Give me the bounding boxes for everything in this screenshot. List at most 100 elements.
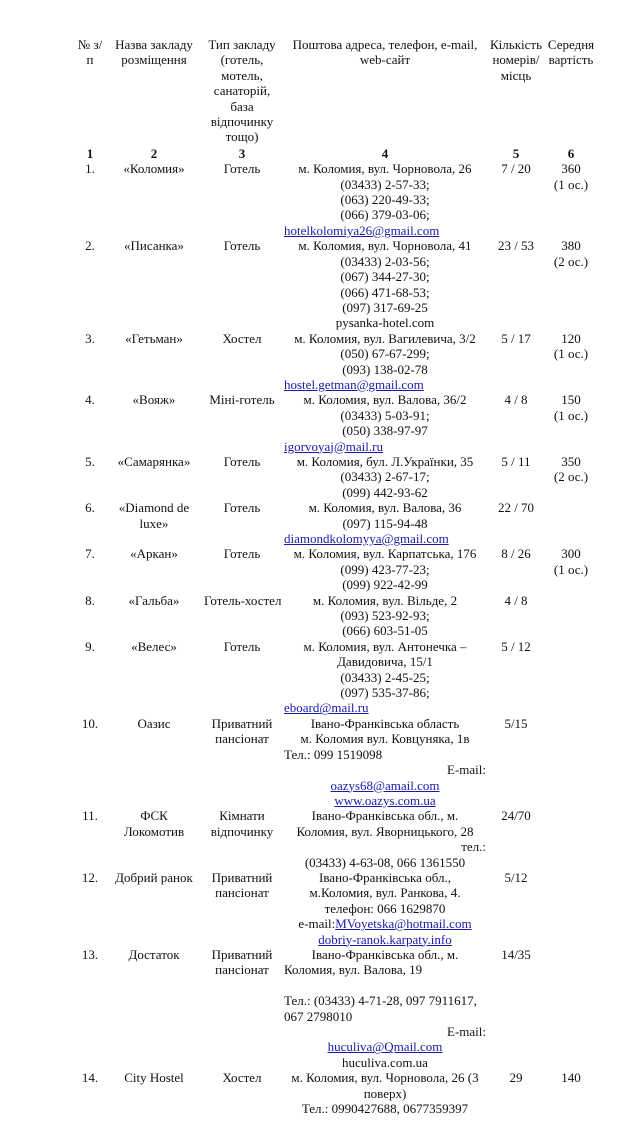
place-type-line: відпочинку <box>210 823 274 839</box>
contacts: м. Коломия, вул. Чорновола, 26 (03433) 2-… <box>282 161 488 238</box>
table-row: 10. Оазис Приватний пансіонат Івано-Франківс… <box>74 716 598 808</box>
contact-line: (097) 535-37-86; <box>340 685 430 701</box>
place-name-line: ФСК <box>140 808 168 824</box>
contact-line: www.oazys.com.ua <box>284 793 486 808</box>
rooms-count: 23 / 53 <box>497 238 535 254</box>
row-number: 13. <box>81 946 99 962</box>
contact-line: (093) 523-92-93; <box>340 608 430 624</box>
place-name-line: «Гальба» <box>128 592 180 608</box>
contact-line: м. Коломия, вул. Чорновола, 26 <box>298 161 472 177</box>
contacts: Івано-Франківська обл., м. Коломия, вул. … <box>282 808 488 870</box>
place-type-line: Готель <box>223 238 261 254</box>
average-price <box>544 870 598 947</box>
contact-line: м. Коломия, вул. Чорновола, 41 <box>298 238 472 254</box>
contact-line: 067 2798010 <box>284 1008 353 1024</box>
row-number: 11. <box>82 808 98 824</box>
contacts: Івано-Франківська обл., м.Коломия, вул. Р… <box>282 870 488 947</box>
contacts: м. Коломия, бул. Л.Українки, 35 (03433) 2… <box>282 454 488 500</box>
row-number: 14. <box>81 1070 99 1086</box>
contact-line: (066) 379-03-06; <box>340 207 430 223</box>
row-number: 2. <box>85 238 95 254</box>
email-link[interactable]: hotelkolomiya26@gmail.com <box>284 222 440 238</box>
place-name: «Велес» <box>106 639 202 716</box>
average-price-line: 140 <box>561 1070 581 1086</box>
table-row: 8. «Гальба» Готель-хостел м. Коломия, вул. … <box>74 593 598 639</box>
contact-line: (066) 603-51-05 <box>342 623 428 639</box>
email-link[interactable]: oazys68@amail.com <box>330 777 440 793</box>
email-link[interactable]: huculiva@Qmail.com <box>327 1039 443 1055</box>
table-row: 14. City Hostel Хостел м. Коломия, вул. Чор… <box>74 1070 598 1116</box>
table-row: 12. Добрий ранок Приватний пансіонат Івано-Ф… <box>74 870 598 947</box>
row-number: 3. <box>85 330 95 346</box>
rooms-count: 5/12 <box>504 869 528 885</box>
contact-line: e-mail:MVoyetska@hotmail.com <box>284 916 486 931</box>
average-price <box>544 808 598 870</box>
place-name: Достаток <box>106 947 202 1070</box>
blank-line <box>284 978 486 993</box>
rooms-count: 7 / 20 <box>501 161 531 177</box>
contact-line: м. Коломия, вул. Валова, 36/2 <box>303 392 467 408</box>
email-link[interactable]: hostel.getman@gmail.com <box>284 376 424 392</box>
email-link[interactable]: eboard@mail.ru <box>284 700 369 716</box>
place-name-line: Оазис <box>137 715 171 731</box>
average-price-line: (1 ос.) <box>553 176 589 192</box>
website-link[interactable]: dobriy-ranok.karpaty.info <box>318 931 452 947</box>
place-name-line: Локомотив <box>123 823 185 839</box>
place-name: «Гальба» <box>106 593 202 639</box>
average-price: 120 (1 ос.) <box>544 331 598 393</box>
place-type: Готель-хостел <box>202 593 282 639</box>
contact-line: Коломия, вул. Валова, 19 <box>284 962 423 978</box>
table-row: 11. ФСК Локомотив Кімнати відпочинку Івано-Фр… <box>74 808 598 870</box>
email-link[interactable]: igorvoyaj@mail.ru <box>284 438 383 454</box>
place-type-line: Приватний <box>211 869 273 885</box>
average-price-line: (1 ос.) <box>553 407 589 423</box>
contact-line: м.Коломия, вул. Ранкова, 4. <box>309 885 461 901</box>
contact-line: (03433) 4-63-08, 066 1361550 <box>304 854 466 870</box>
place-type: Готель <box>202 161 282 238</box>
place-name-line: «Гетьман» <box>125 330 183 346</box>
column-number: 5 <box>512 145 520 161</box>
email-link[interactable]: MVoyetska@hotmail.com <box>335 916 472 932</box>
column-number: 1 <box>86 145 94 161</box>
table-row: 5. «Самарянка» Готель м. Коломия, бул. Л.Ук… <box>74 454 598 500</box>
contact-line: поверх) <box>363 1085 407 1101</box>
place-name-line: «Велес» <box>131 638 177 654</box>
row-number: 1. <box>85 161 95 177</box>
place-name-line: «Самарянка» <box>117 453 191 469</box>
table-header-row: № з/ п Назва закладу розміщення Тип заклад… <box>74 37 598 145</box>
contact-line: м. Коломия, бул. Л.Українки, 35 <box>296 453 474 469</box>
table-row: 3. «Гетьман» Хостел м. Коломия, вул. Вагиле… <box>74 331 598 393</box>
place-name-line: «Коломия» <box>123 161 185 177</box>
contact-line: м. Коломия, вул. Антонечка – <box>303 638 467 654</box>
contact-line: Івано-Франківська обл., м. <box>311 808 459 824</box>
contact-line: (066) 471-68-53; <box>340 284 430 300</box>
contact-line: Давидовича, 15/1 <box>337 654 433 670</box>
website-link[interactable]: www.oazys.com.ua <box>334 792 436 808</box>
row-number: 9. <box>85 638 95 654</box>
contact-line: pysanka-hotel.com <box>335 315 435 331</box>
rooms-count: 24/70 <box>501 808 531 824</box>
average-price: 360 (1 ос.) <box>544 161 598 238</box>
email-label: e-mail: <box>298 916 336 932</box>
place-name: «Аркан» <box>106 546 202 592</box>
average-price-line: 380 <box>561 238 581 254</box>
contacts: Івано-Франківська обл., м. Коломия, вул. … <box>282 947 488 1070</box>
contacts: м. Коломия, вул. Карпатська, 176 (099) 42… <box>282 546 488 592</box>
contact-line: (067) 344-27-30; <box>340 269 430 285</box>
header-label: Поштова адреса, телефон, e-mail, web-сай… <box>292 37 478 68</box>
place-name: ФСК Локомотив <box>106 808 202 870</box>
average-price <box>544 593 598 639</box>
header-type: Тип закладу (готель, мотель, санаторій, … <box>202 37 282 145</box>
contact-line: (03433) 2-45-25; <box>340 669 430 685</box>
place-type-line: Міні-готель <box>209 392 275 408</box>
place-type-line: Приватний <box>211 946 273 962</box>
place-name: «Писанка» <box>106 238 202 330</box>
table-row: 9. «Велес» Готель м. Коломия, вул. Антонечк… <box>74 639 598 716</box>
contact-line: тел.: <box>461 839 486 855</box>
place-name: «Вояж» <box>106 392 202 454</box>
average-price: 150 (1 ос.) <box>544 392 598 454</box>
contact-line: Тел.: 099 1519098 <box>284 746 383 762</box>
contact-line: (03433) 5-03-91; <box>340 407 430 423</box>
rooms-count: 22 / 70 <box>497 500 535 516</box>
email-link[interactable]: diamondkolomyya@gmail.com <box>284 531 449 546</box>
